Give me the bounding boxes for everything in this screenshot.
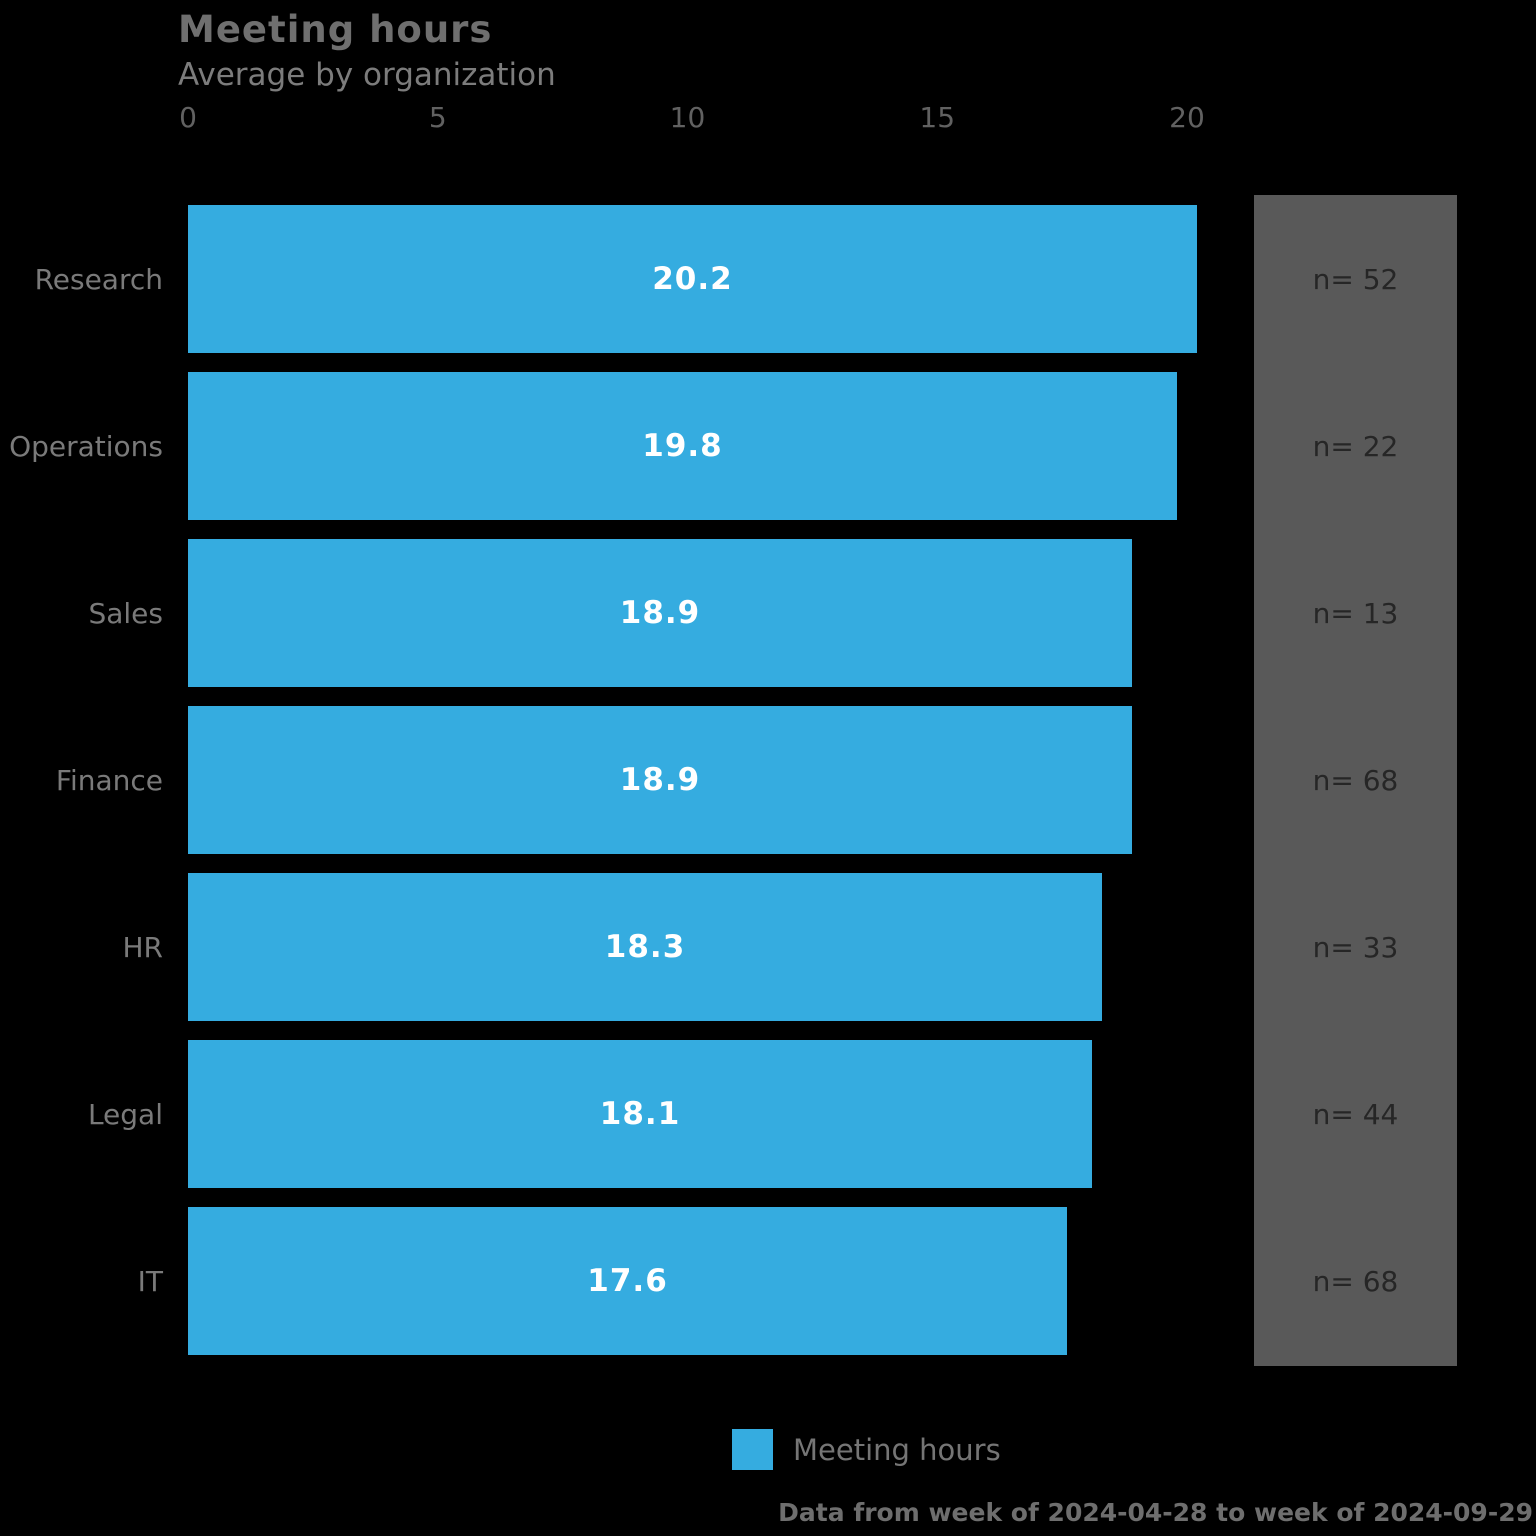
bar-value-label: 18.1	[599, 1096, 681, 1132]
sample-size-label: n= 68	[1312, 1264, 1399, 1298]
bar-value-label: 18.9	[619, 762, 701, 798]
legend-label: Meeting hours	[793, 1432, 1001, 1467]
sample-size-label: n= 22	[1312, 429, 1399, 463]
bar-value-label: 20.2	[652, 261, 733, 297]
x-tick-label: 5	[428, 101, 447, 134]
x-tick-label: 20	[1169, 101, 1205, 134]
sample-size-label: n= 44	[1312, 1097, 1399, 1131]
bar-value-label: 18.3	[604, 929, 686, 965]
sample-size-label: n= 13	[1312, 596, 1399, 630]
bar-value-label: 18.9	[619, 595, 701, 631]
bar-operations: 19.8	[188, 372, 1177, 520]
bar-research: 20.2	[188, 205, 1197, 353]
category-label-sales: Sales	[88, 596, 163, 630]
chart-title: Meeting hours	[178, 8, 493, 51]
category-label-finance: Finance	[55, 763, 163, 797]
bar-value-label: 17.6	[587, 1263, 668, 1299]
legend-swatch-meeting-hours	[732, 1429, 773, 1470]
bar-legal: 18.1	[188, 1040, 1093, 1188]
x-tick-label: 0	[179, 101, 197, 134]
bar-hr: 18.3	[188, 873, 1103, 1021]
sample-size-panel	[1254, 195, 1457, 1366]
category-label-research: Research	[34, 262, 163, 296]
category-label-operations: Operations	[9, 429, 163, 463]
sample-size-label: n= 52	[1312, 262, 1399, 296]
bar-finance: 18.9	[188, 706, 1133, 854]
category-label-hr: HR	[122, 930, 163, 964]
sample-size-label: n= 68	[1312, 763, 1399, 797]
sample-size-label: n= 33	[1312, 930, 1399, 964]
footer-note: Data from week of 2024-04-28 to week of …	[778, 1498, 1533, 1527]
bar-sales: 18.9	[188, 539, 1133, 687]
x-tick-label: 10	[669, 101, 706, 134]
category-label-legal: Legal	[87, 1097, 163, 1131]
x-tick-label: 15	[919, 101, 956, 134]
bar-value-label: 19.8	[642, 428, 723, 464]
chart-subtitle: Average by organization	[178, 57, 556, 93]
legend: Meeting hours	[732, 1429, 1001, 1470]
category-label-it: IT	[137, 1264, 163, 1298]
bar-it: 17.6	[188, 1207, 1068, 1355]
